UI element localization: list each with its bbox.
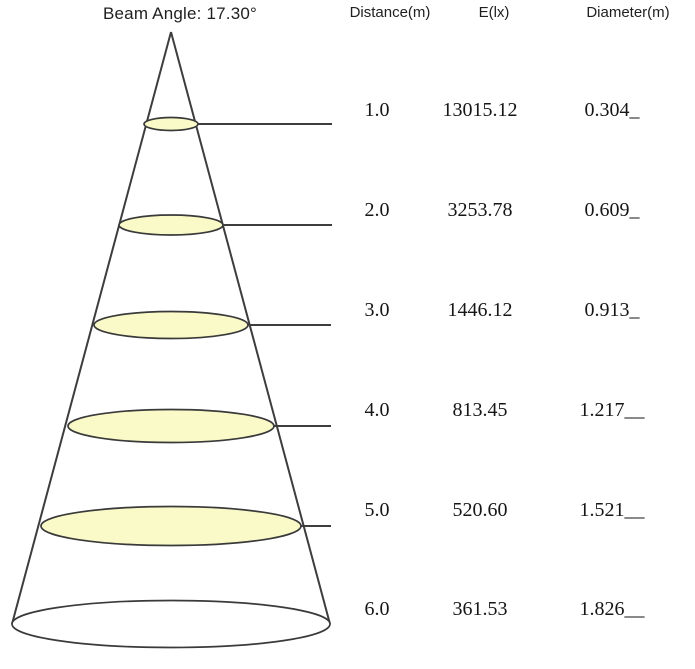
column-header-diameter: Diameter(m) — [586, 4, 670, 21]
table-row: 6.0 361.53 1.826__ — [0, 598, 695, 622]
table-row: 4.0 813.45 1.217__ — [0, 399, 695, 423]
illuminance-value: 520.60 — [452, 499, 508, 521]
column-header-illuminance: E(lx) — [478, 4, 510, 21]
column-header-distance: Distance(m) — [349, 4, 431, 21]
beam-angle-title: Beam Angle: 17.30° — [102, 4, 258, 23]
distance-value: 2.0 — [364, 199, 390, 221]
table-row: 2.0 3253.78 0.609_ — [0, 199, 695, 223]
illuminance-value: 1446.12 — [447, 299, 513, 321]
diameter-value: 0.304_ — [584, 99, 640, 121]
diameter-value: 0.913_ — [584, 299, 640, 321]
illuminance-value: 361.53 — [452, 598, 508, 620]
diameter-value: 1.521__ — [579, 499, 645, 521]
beam-ellipse-6m — [11, 599, 331, 649]
table-row: 1.0 13015.12 0.304_ — [0, 99, 695, 123]
distance-value: 3.0 — [364, 299, 390, 321]
diameter-value: 1.826__ — [579, 598, 645, 620]
diameter-value: 1.217__ — [579, 399, 645, 421]
distance-value: 1.0 — [364, 99, 390, 121]
cone-outline-left — [11, 31, 172, 625]
illuminance-value: 13015.12 — [442, 99, 518, 121]
diameter-value: 0.609_ — [584, 199, 640, 221]
illuminance-value: 3253.78 — [447, 199, 513, 221]
distance-value: 4.0 — [364, 399, 390, 421]
distance-value: 5.0 — [364, 499, 390, 521]
table-row: 3.0 1446.12 0.913_ — [0, 299, 695, 323]
distance-value: 6.0 — [364, 598, 390, 620]
table-row: 5.0 520.60 1.521__ — [0, 499, 695, 523]
illuminance-value: 813.45 — [452, 399, 508, 421]
